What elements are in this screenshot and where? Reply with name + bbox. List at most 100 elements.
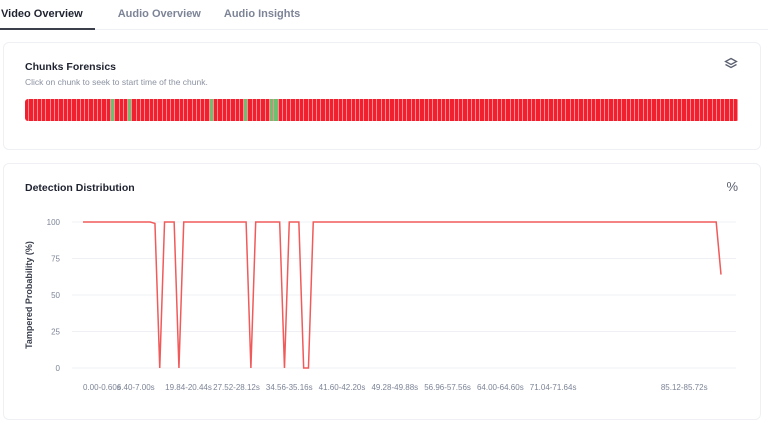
chunk-tampered[interactable] — [648, 99, 653, 121]
chunk-tampered[interactable] — [686, 99, 692, 121]
chunk-tampered[interactable] — [493, 99, 498, 121]
chunk-tampered[interactable] — [536, 99, 541, 121]
chunk-tampered[interactable] — [55, 99, 60, 121]
chunk-tampered[interactable] — [342, 99, 348, 121]
chunk-tampered[interactable] — [510, 99, 515, 121]
chunk-tampered[interactable] — [506, 99, 511, 121]
chunk-tampered[interactable] — [458, 99, 464, 121]
chunk-tampered[interactable] — [433, 99, 438, 121]
chunk-tampered[interactable] — [188, 99, 193, 121]
chunk-tampered[interactable] — [643, 99, 649, 121]
chunk-tampered[interactable] — [123, 99, 129, 121]
chunk-tampered[interactable] — [119, 99, 124, 121]
chunk-authentic[interactable] — [128, 99, 133, 121]
chunk-tampered[interactable] — [605, 99, 610, 121]
chunk-tampered[interactable] — [196, 99, 202, 121]
chunk-tampered[interactable] — [132, 99, 137, 121]
chunk-tampered[interactable] — [248, 99, 253, 121]
chunk-tampered[interactable] — [80, 99, 86, 121]
chunk-tampered[interactable] — [441, 99, 447, 121]
chunk-tampered[interactable] — [527, 99, 533, 121]
chunk-tampered[interactable] — [364, 99, 369, 121]
chunk-tampered[interactable] — [261, 99, 266, 121]
chunk-tampered[interactable] — [467, 99, 472, 121]
chunk-tampered[interactable] — [252, 99, 258, 121]
chunk-tampered[interactable] — [373, 99, 378, 121]
chunk-tampered[interactable] — [635, 99, 640, 121]
chunk-tampered[interactable] — [712, 99, 717, 121]
chunk-authentic[interactable] — [274, 99, 279, 121]
chunk-tampered[interactable] — [678, 99, 683, 121]
chunk-tampered[interactable] — [355, 99, 361, 121]
chunk-tampered[interactable] — [141, 99, 146, 121]
chunk-tampered[interactable] — [106, 99, 111, 121]
chunk-tampered[interactable] — [291, 99, 296, 121]
chunk-tampered[interactable] — [347, 99, 352, 121]
chunk-tampered[interactable] — [480, 99, 485, 121]
chunk-tampered[interactable] — [669, 99, 674, 121]
tab-audio-insights[interactable]: Audio Insights — [223, 8, 301, 20]
chunk-tampered[interactable] — [476, 99, 481, 121]
chunk-tampered[interactable] — [566, 99, 571, 121]
chunk-tampered[interactable] — [171, 99, 176, 121]
chunk-tampered[interactable] — [622, 99, 627, 121]
chunk-tampered[interactable] — [596, 99, 601, 121]
chunk-tampered[interactable] — [553, 99, 558, 121]
chunk-tampered[interactable] — [703, 99, 709, 121]
chunk-tampered[interactable] — [42, 99, 47, 121]
chunk-tampered[interactable] — [733, 99, 739, 121]
chunk-tampered[interactable] — [93, 99, 99, 121]
chunk-tampered[interactable] — [145, 99, 150, 121]
chunk-tampered[interactable] — [428, 99, 434, 121]
chunk-tampered[interactable] — [639, 99, 644, 121]
chunk-tampered[interactable] — [235, 99, 240, 121]
chunk-tampered[interactable] — [557, 99, 563, 121]
chunk-tampered[interactable] — [489, 99, 494, 121]
chunk-tampered[interactable] — [570, 99, 575, 121]
chunk-authentic[interactable] — [110, 99, 116, 121]
chunk-tampered[interactable] — [239, 99, 245, 121]
chunk-tampered[interactable] — [501, 99, 507, 121]
chunk-tampered[interactable] — [403, 99, 408, 121]
chunk-tampered[interactable] — [330, 99, 335, 121]
chunk-tampered[interactable] — [334, 99, 339, 121]
chunk-tampered[interactable] — [338, 99, 343, 121]
chunk-tampered[interactable] — [450, 99, 455, 121]
chunk-tampered[interactable] — [699, 99, 704, 121]
chunk-tampered[interactable] — [695, 99, 700, 121]
chunk-tampered[interactable] — [158, 99, 163, 121]
chunk-tampered[interactable] — [179, 99, 184, 121]
chunk-tampered[interactable] — [454, 99, 459, 121]
chunk-tampered[interactable] — [265, 99, 270, 121]
chunk-tampered[interactable] — [312, 99, 318, 121]
chunk-tampered[interactable] — [583, 99, 588, 121]
chunk-tampered[interactable] — [592, 99, 597, 121]
chunk-tampered[interactable] — [544, 99, 550, 121]
chunk-tampered[interactable] — [360, 99, 365, 121]
chunk-tampered[interactable] — [257, 99, 262, 121]
chunk-tampered[interactable] — [411, 99, 417, 121]
chunk-tampered[interactable] — [385, 99, 391, 121]
chunk-tampered[interactable] — [98, 99, 103, 121]
chunk-tampered[interactable] — [407, 99, 412, 121]
chunk-tampered[interactable] — [214, 99, 219, 121]
chunk-authentic[interactable] — [209, 99, 215, 121]
tab-video-overview[interactable]: Video Overview — [0, 0, 95, 30]
tab-audio-overview[interactable]: Audio Overview — [117, 8, 201, 20]
chunk-tampered[interactable] — [729, 99, 734, 121]
percent-icon[interactable]: % — [726, 179, 738, 194]
chunk-tampered[interactable] — [721, 99, 726, 121]
chunk-tampered[interactable] — [136, 99, 142, 121]
chunk-tampered[interactable] — [183, 99, 189, 121]
chunk-tampered[interactable] — [226, 99, 232, 121]
chunk-tampered[interactable] — [532, 99, 537, 121]
chunk-tampered[interactable] — [652, 99, 657, 121]
chunk-tampered[interactable] — [300, 99, 305, 121]
chunk-tampered[interactable] — [446, 99, 451, 121]
chunk-tampered[interactable] — [218, 99, 223, 121]
chunk-timeline[interactable] — [25, 99, 739, 121]
chunk-tampered[interactable] — [708, 99, 713, 121]
chunk-tampered[interactable] — [50, 99, 56, 121]
chunk-tampered[interactable] — [665, 99, 670, 121]
chunk-tampered[interactable] — [175, 99, 180, 121]
